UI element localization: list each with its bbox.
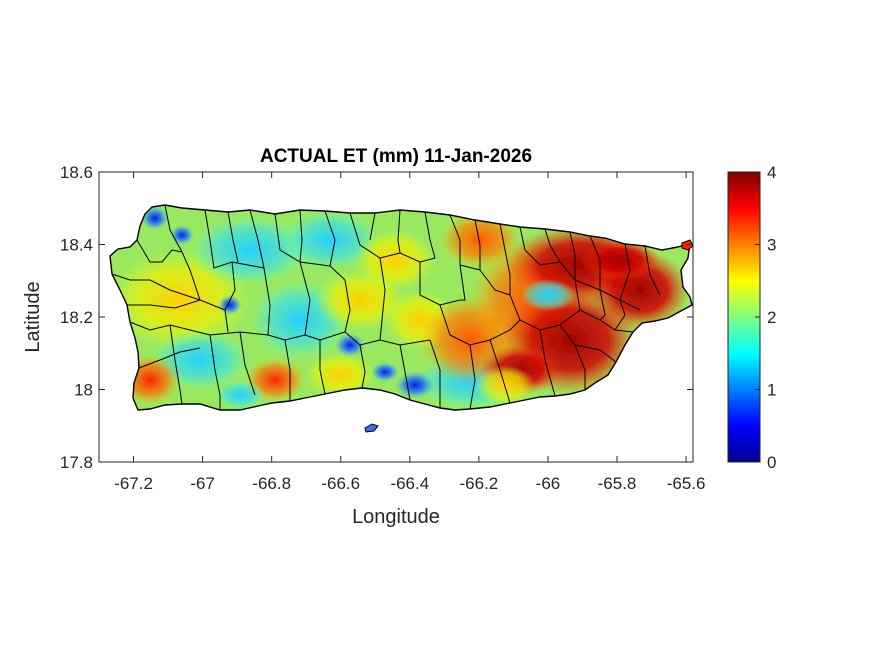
y-axis-label: Latitude (22, 281, 44, 352)
x-tick-label: -66 (536, 474, 561, 493)
chart-title: ACTUAL ET (mm) 11-Jan-2026 (260, 146, 532, 167)
et-field (110, 205, 692, 410)
colorbar-tick-label: 2 (767, 308, 776, 327)
x-axis-label: Longitude (352, 506, 440, 528)
y-tick-label: 18 (74, 381, 93, 400)
x-tick-label: -66.2 (460, 474, 499, 493)
municipio-boundaries (111, 204, 661, 410)
colorbar-tick-label: 4 (767, 163, 776, 182)
colorbar-ticks: 0 1 2 3 4 (755, 163, 776, 472)
x-tick-label: -65.8 (598, 474, 637, 493)
x-tick-label: -66.6 (321, 474, 360, 493)
x-tick-label: -66.4 (390, 474, 429, 493)
y-tick-label: 17.8 (60, 453, 93, 472)
x-tick-label: -66.8 (252, 474, 291, 493)
x-tick-label: -67.2 (114, 474, 153, 493)
caja-de-muertos-island (364, 423, 379, 433)
colorbar-tick-label: 3 (767, 236, 776, 255)
x-tick-label: -67 (190, 474, 215, 493)
y-tick-label: 18.6 (60, 163, 93, 182)
y-tick-label: 18.2 (60, 308, 93, 327)
x-tick-label: -65.6 (667, 474, 706, 493)
y-tick-label: 18.4 (60, 236, 93, 255)
colorbar (727, 171, 761, 463)
colorbar-tick-label: 1 (767, 381, 776, 400)
x-axis-ticks: -67.2 -67 -66.8 -66.6 -66.4 -66.2 -66 -65.8 -65.… (114, 172, 705, 493)
y-axis-ticks: 17.8 18 18.2 18.4 18.6 (60, 163, 693, 472)
colorbar-tick-label: 0 (767, 453, 776, 472)
